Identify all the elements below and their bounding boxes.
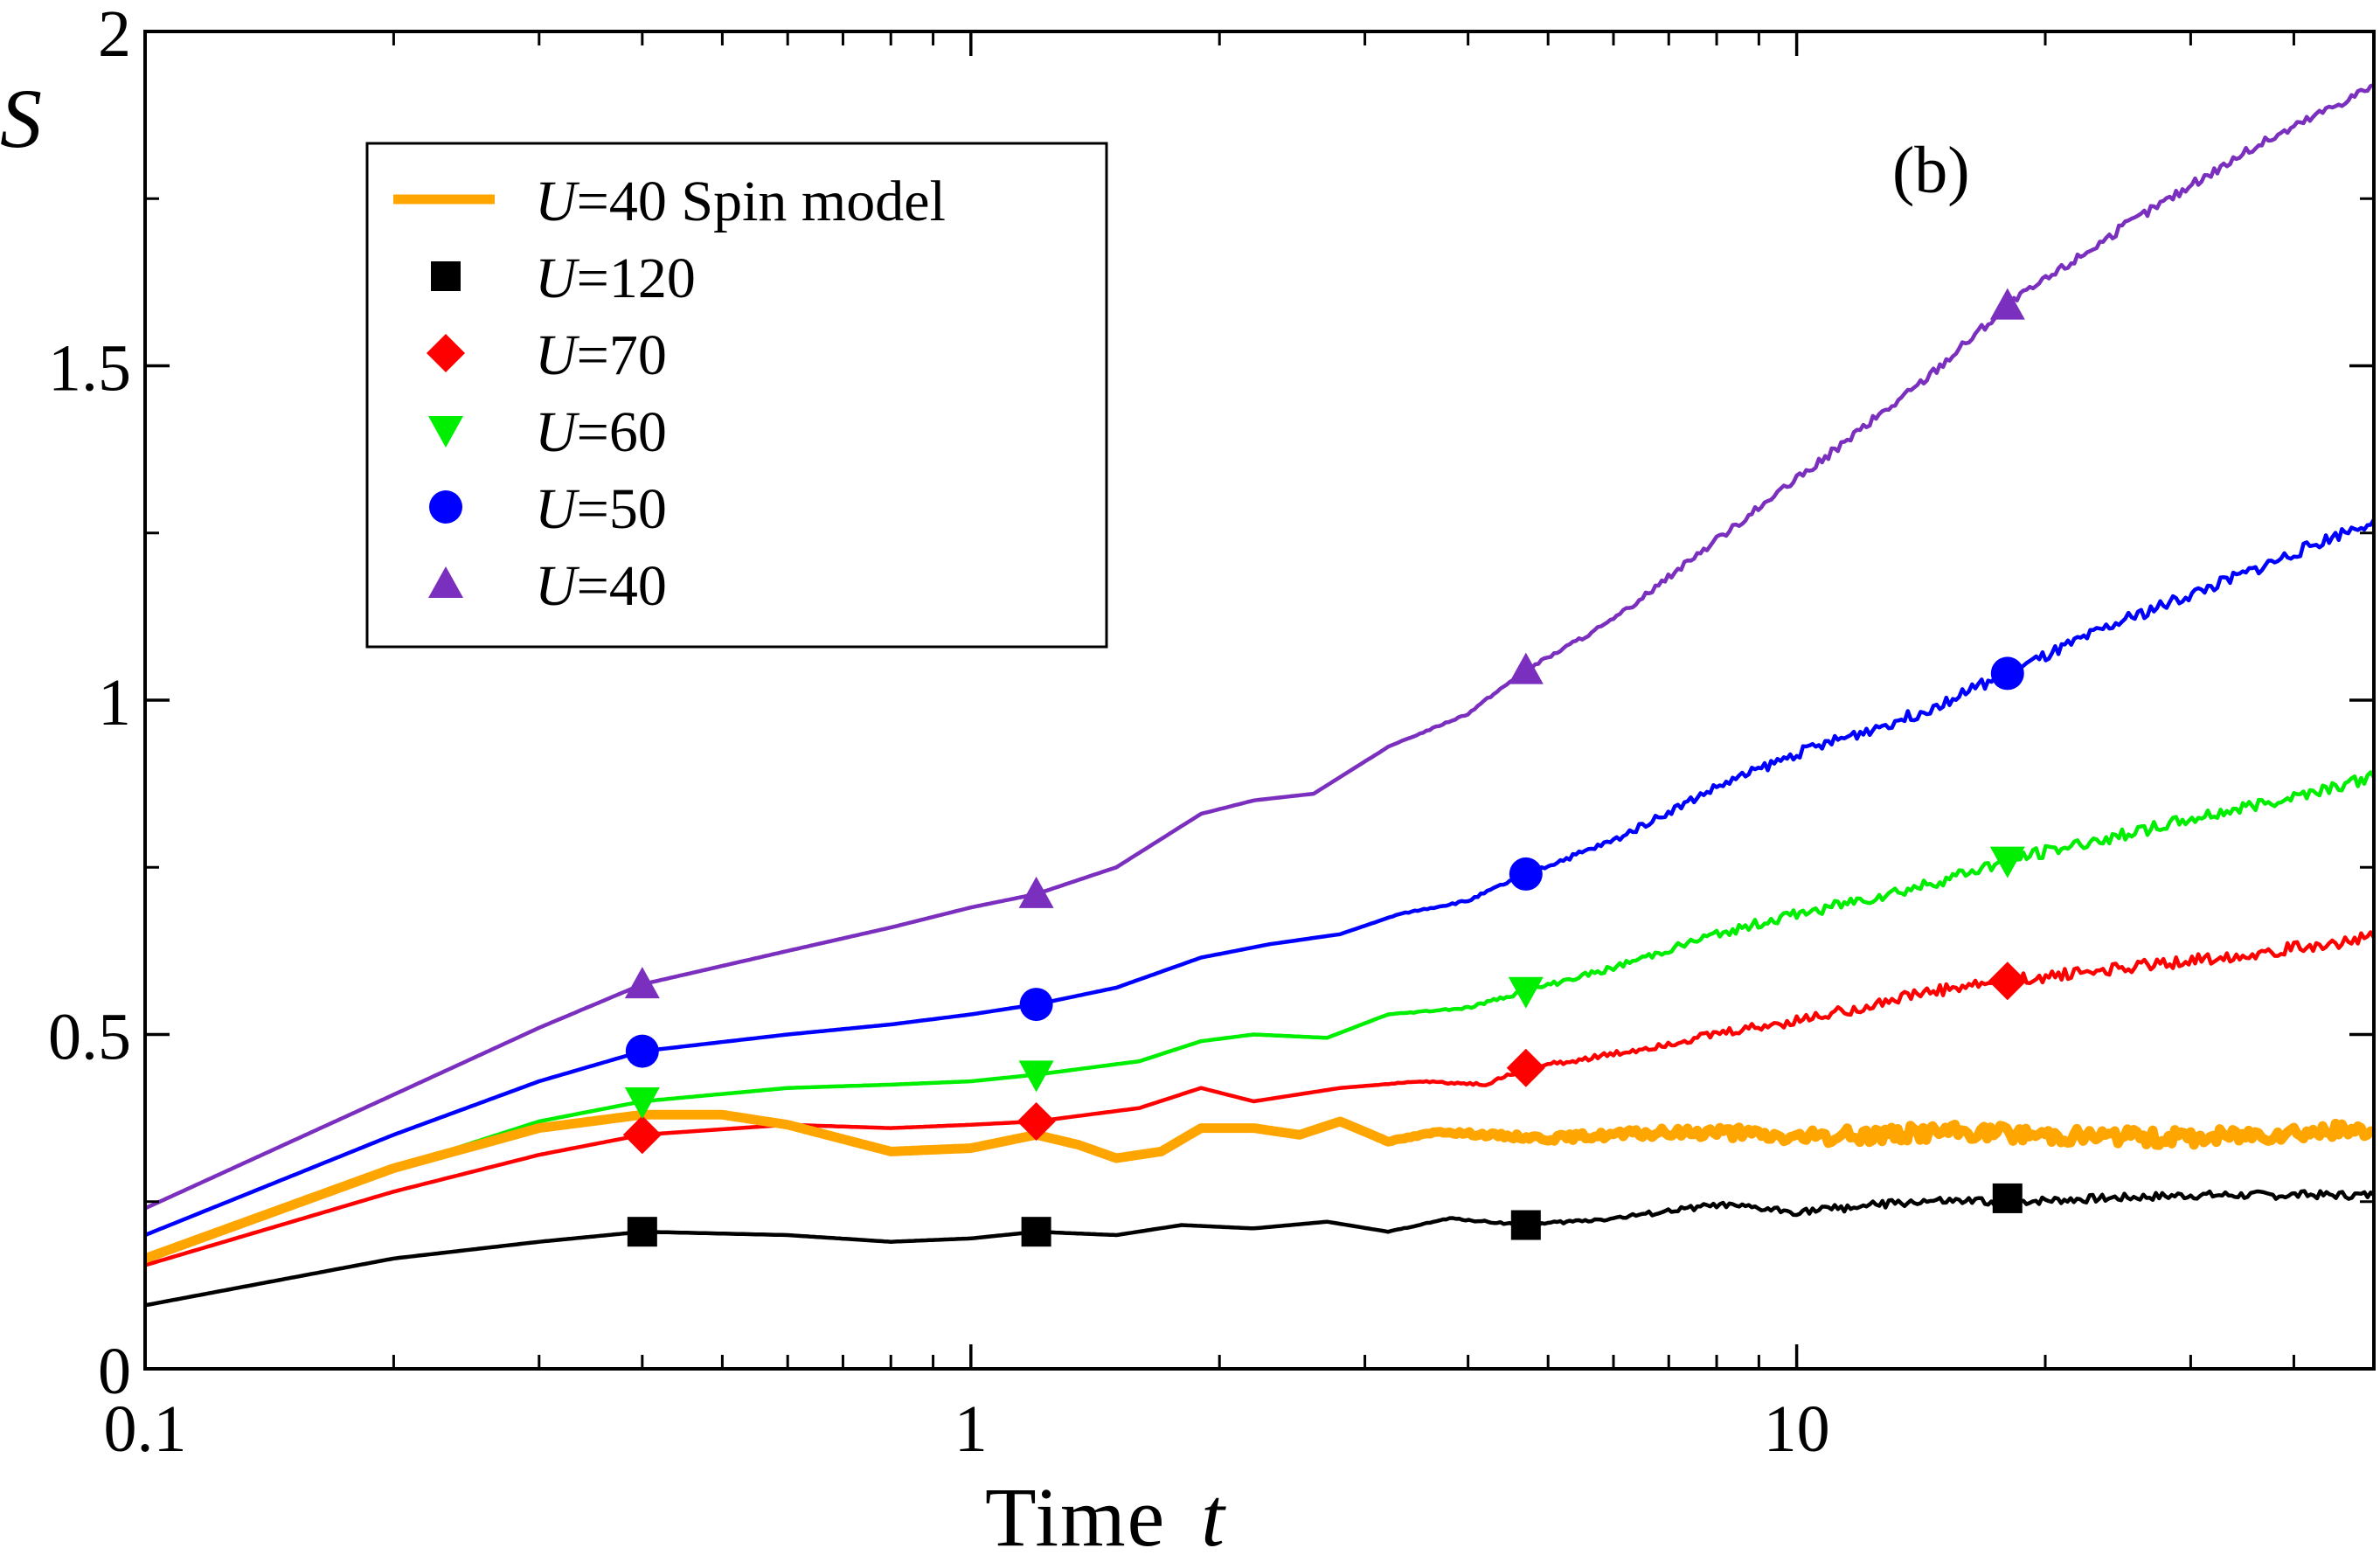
marker-u120-2 — [1510, 1210, 1541, 1240]
legend-swatch-u120 — [431, 261, 461, 291]
marker-u120-0 — [627, 1217, 657, 1247]
marker-u60-3 — [1989, 846, 2025, 878]
legend-label-u120: U=120 — [535, 246, 696, 310]
legend-swatch-u70 — [427, 334, 465, 372]
y-tick-label: 1 — [98, 666, 131, 739]
marker-u120-1 — [1021, 1217, 1051, 1247]
marker-u40-1 — [1018, 876, 1054, 908]
x-tick-label: 1 — [954, 1392, 988, 1466]
marker-u70-0 — [622, 1115, 662, 1155]
x-axis-title-text: Time — [985, 1470, 1166, 1555]
series-line-u60 — [144, 770, 2376, 1260]
x-tick-label: 0.1 — [104, 1392, 187, 1466]
y-axis-title: S — [0, 72, 42, 165]
legend-label-u40: U=40 — [535, 554, 667, 618]
legend-swatch-u60 — [428, 416, 463, 448]
marker-u70-3 — [1988, 961, 2027, 1001]
marker-u50-1 — [1019, 988, 1053, 1022]
series-line-spin — [143, 1109, 2376, 1263]
y-tick-label: 1.5 — [48, 332, 131, 406]
x-axis-title-var: t — [1201, 1470, 1226, 1555]
marker-u60-1 — [1018, 1060, 1054, 1093]
x-axis-title: Time t — [985, 1470, 1226, 1555]
series-line-u70 — [144, 930, 2376, 1267]
legend-label-spin: U=40 Spin model — [535, 170, 946, 233]
legend-label-u70: U=70 — [535, 323, 667, 387]
marker-u60-0 — [624, 1087, 660, 1119]
series-line-u120 — [144, 1189, 2376, 1308]
legend-swatch-u40 — [428, 566, 463, 598]
y-tick-label: 2 — [98, 0, 131, 71]
marker-u40-2 — [1508, 652, 1544, 684]
series-layer — [143, 83, 2376, 1308]
marker-u50-2 — [1509, 857, 1543, 891]
marker-u70-2 — [1506, 1048, 1545, 1087]
marker-u40-3 — [1989, 288, 2025, 320]
legend-label-u60: U=60 — [535, 400, 667, 464]
tick-layer: 0.1 1 10 0 0.5 1 1.5 2 — [48, 0, 2376, 1466]
legend-swatch-u50 — [429, 490, 462, 524]
y-tick-label: 0 — [98, 1335, 131, 1408]
panel-label: (b) — [1892, 134, 1970, 207]
y-tick-label: 0.5 — [48, 1001, 131, 1074]
marker-u70-1 — [1017, 1101, 1056, 1141]
marker-u50-3 — [1990, 656, 2024, 691]
legend-label-u50: U=50 — [535, 477, 667, 541]
marker-u40-0 — [624, 967, 660, 999]
marker-u50-0 — [625, 1034, 659, 1068]
marker-u120-3 — [1992, 1183, 2023, 1213]
legend: U=40 Spin model U=120 U=70 U=60 U=50 U=40 — [365, 142, 1108, 649]
marker-u60-2 — [1508, 976, 1544, 1009]
marker-layer — [622, 288, 2027, 1247]
legend-box — [365, 142, 1108, 649]
x-tick-label: 10 — [1764, 1392, 1830, 1466]
